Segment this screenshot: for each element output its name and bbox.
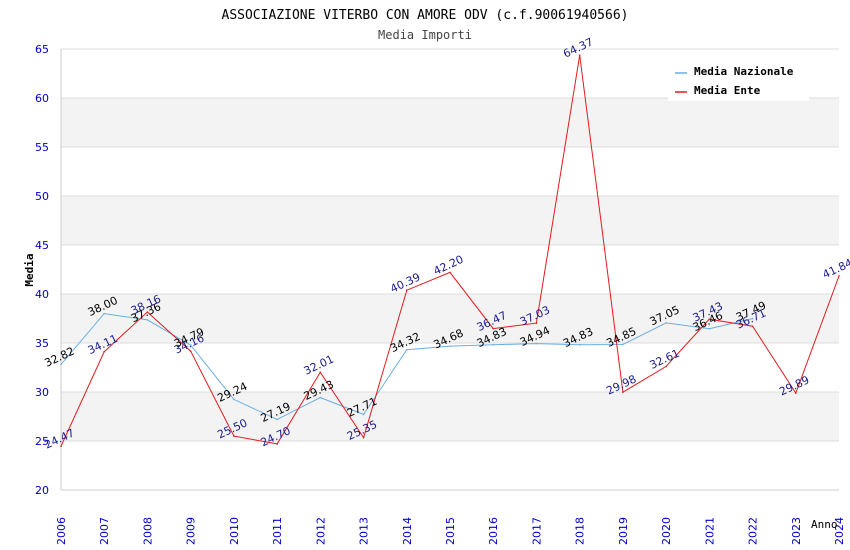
data-point [189, 350, 192, 353]
chart-subtitle: Media Importi [378, 28, 472, 42]
x-tick-label: 2020 [660, 517, 673, 545]
data-point [405, 289, 408, 291]
x-tick-label: 2007 [98, 517, 111, 545]
data-point [535, 342, 538, 345]
chart-title: ASSOCIAZIONE VITERBO CON AMORE ODV (c.f.… [222, 8, 629, 23]
background-band [61, 441, 839, 490]
data-point [60, 363, 62, 366]
y-tick-label: 35 [35, 337, 49, 350]
data-point [492, 343, 495, 346]
x-tick-label: 2009 [185, 517, 198, 545]
series-lines [60, 54, 840, 447]
data-point [708, 318, 711, 320]
gridlines [61, 48, 839, 491]
x-tick-labels: 2006 2007 2008 2009 2010 2011 2012 2013 2014 2015… [55, 517, 846, 545]
background-band [61, 196, 839, 245]
data-point [578, 343, 581, 346]
data-point [60, 445, 62, 447]
data-point [794, 392, 797, 394]
y-tick-label: 20 [35, 484, 49, 497]
legend-box [668, 59, 809, 101]
data-point [233, 398, 235, 401]
x-tick-label: 2008 [141, 517, 154, 545]
background-band [61, 98, 839, 147]
plot-background-bands [61, 49, 839, 490]
axes [60, 49, 839, 491]
data-point [492, 327, 495, 330]
x-tick-label: 2015 [444, 517, 457, 545]
y-tick-label: 25 [35, 435, 49, 448]
y-tick-label: 50 [35, 190, 49, 203]
x-tick-label: 2013 [358, 517, 371, 545]
data-point [405, 348, 408, 351]
y-tick-labels: 20 25 30 35 40 45 50 55 60 65 [35, 43, 49, 497]
x-tick-label: 2019 [617, 517, 630, 545]
x-tick-label: 2012 [314, 517, 327, 545]
x-tick-label: 2014 [401, 517, 414, 545]
data-point [276, 443, 278, 445]
legend-label-media-nazionale: Media Nazionale [694, 65, 794, 78]
x-tick-label: 2021 [703, 517, 716, 545]
y-tick-label: 45 [35, 239, 49, 252]
legend-label-media-ente: Media Ente [694, 84, 761, 97]
legend: Media Nazionale Media Ente [668, 59, 809, 101]
background-band [61, 392, 839, 441]
data-point [103, 312, 106, 315]
data-point [665, 365, 667, 368]
data-point [362, 436, 365, 439]
x-tick-label: 2017 [530, 517, 543, 545]
data-point [622, 343, 624, 346]
data-point [449, 345, 451, 347]
x-tick-label: 2022 [747, 517, 760, 545]
data-point [665, 322, 667, 324]
data-point [449, 271, 451, 274]
data-point [233, 435, 235, 437]
background-band [61, 147, 839, 196]
x-tick-label: 2006 [55, 517, 68, 545]
x-tick-label: 2023 [790, 517, 803, 545]
y-tick-label: 30 [35, 386, 49, 399]
y-tick-label: 40 [35, 288, 49, 301]
x-tick-label: 2024 [833, 517, 846, 545]
x-tick-label: 2018 [574, 517, 587, 545]
y-tick-label: 65 [35, 43, 49, 56]
data-point [276, 418, 278, 421]
x-tick-label: 2016 [487, 517, 500, 545]
data-point [189, 344, 192, 346]
y-tick-label: 60 [35, 92, 49, 105]
data-point [146, 319, 149, 321]
data-point [319, 371, 322, 374]
y-tick-label: 55 [35, 141, 49, 154]
data-point [751, 317, 754, 320]
data-point [362, 413, 365, 416]
data-point [751, 325, 754, 328]
x-axis-label: Anno [811, 518, 838, 531]
x-tick-label: 2010 [228, 517, 241, 545]
y-axis-label: Media [23, 253, 36, 286]
data-point [622, 391, 624, 393]
background-band [61, 245, 839, 294]
data-point [146, 311, 149, 313]
data-point [535, 322, 538, 324]
data-point [103, 350, 106, 353]
x-tick-label: 2011 [271, 517, 284, 545]
data-point [578, 54, 581, 56]
data-point [838, 275, 840, 277]
data-point [319, 396, 322, 399]
data-point [708, 327, 711, 330]
